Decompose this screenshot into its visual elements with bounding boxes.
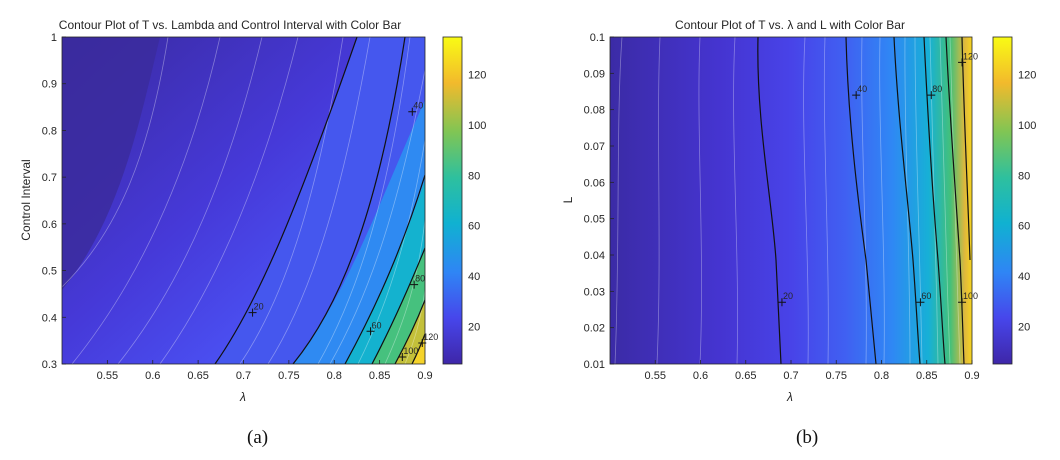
contour-label: 80 — [932, 84, 942, 94]
y-tick-label: 0.06 — [584, 177, 605, 189]
x-tick-label: 0.65 — [735, 370, 756, 382]
contour-label-marker — [410, 280, 419, 289]
y-tick-label: 0.04 — [584, 250, 605, 262]
contour-label: 60 — [921, 291, 931, 301]
contour-label: 120 — [963, 51, 978, 61]
colorbar-tick-label: 40 — [1018, 271, 1030, 283]
contour-label-marker — [366, 327, 375, 336]
caption-a: (a) — [247, 427, 269, 448]
x-axis-label-b: λ — [786, 390, 793, 404]
contour-fill-a — [62, 37, 425, 364]
x-tick-label: 0.9 — [417, 370, 432, 382]
contour-label-marker — [927, 91, 936, 100]
x-tick-label: 0.8 — [874, 370, 889, 382]
colorbar-tick-label: 20 — [468, 321, 480, 333]
contour-label-marker — [408, 107, 417, 116]
contour-label-marker — [852, 91, 861, 100]
y-tick-label: 0.7 — [42, 172, 57, 184]
contour-label: 40 — [413, 101, 423, 111]
colorbar-tick-label: 80 — [1018, 170, 1030, 182]
y-tick-label: 0.6 — [42, 219, 57, 231]
x-tick-label: 0.55 — [97, 370, 118, 382]
y-tick-label: 0.8 — [42, 125, 57, 137]
contour-label: 80 — [415, 274, 425, 284]
caption-b: (b) — [796, 427, 819, 448]
y-axis-label-a: Control Interval — [19, 159, 33, 240]
x-tick-label: 0.9 — [964, 370, 979, 382]
x-tick-label: 0.75 — [278, 370, 299, 382]
x-tick-label: 0.55 — [645, 370, 666, 382]
chart-title-b: Contour Plot of T vs. λ and L with Color… — [675, 18, 905, 32]
colorbar-tick-label: 60 — [1018, 221, 1030, 233]
colorbar-a — [442, 36, 463, 365]
colorbar-tick-label: 100 — [1018, 120, 1036, 132]
x-tick-label: 0.6 — [145, 370, 160, 382]
contour-label-marker — [958, 58, 967, 67]
colorbar-tick-label: 120 — [468, 70, 486, 82]
colorbar-tick-label: 120 — [1018, 70, 1036, 82]
contour-label-marker — [418, 338, 427, 347]
y-tick-label: 0.05 — [584, 214, 605, 226]
y-axis-label-b: L — [561, 196, 575, 203]
colorbar-b — [992, 36, 1013, 365]
y-tick-label: 0.1 — [590, 32, 605, 44]
x-tick-label: 0.7 — [783, 370, 798, 382]
chart-title-a: Contour Plot of T vs. Lambda and Control… — [59, 18, 401, 32]
y-tick-label: 0.08 — [584, 105, 605, 117]
y-tick-label: 0.07 — [584, 141, 605, 153]
contour-label-marker — [248, 308, 257, 317]
x-tick-label: 0.7 — [236, 370, 251, 382]
colorbar-tick-label: 20 — [1018, 321, 1030, 333]
contour-fill-b — [610, 37, 972, 364]
x-tick-label: 0.85 — [369, 370, 390, 382]
y-tick-label: 1 — [51, 32, 57, 44]
contour-label: 20 — [254, 302, 264, 312]
x-tick-label: 0.75 — [826, 370, 847, 382]
y-tick-label: 0.3 — [42, 359, 57, 371]
contour-label: 100 — [963, 291, 978, 301]
x-tick-label: 0.6 — [693, 370, 708, 382]
y-tick-label: 0.02 — [584, 323, 605, 335]
y-tick-label: 0.01 — [584, 359, 605, 371]
y-tick-label: 0.4 — [42, 312, 57, 324]
contour-label: 60 — [372, 320, 382, 330]
x-axis-label-a: λ — [239, 390, 246, 404]
panel-a: 0.55 0.6 0.65 0.7 0.75 0.8 0.85 0.9 0.3 0.4 0.5 0.6… — [19, 18, 486, 404]
contour-label: 40 — [857, 84, 867, 94]
colorbar-tick-label: 100 — [468, 120, 486, 132]
y-tick-label: 0.5 — [42, 266, 57, 278]
contour-label-marker — [777, 298, 786, 307]
y-tick-label: 0.09 — [584, 68, 605, 80]
contour-label: 120 — [423, 332, 438, 342]
x-tick-label: 0.65 — [187, 370, 208, 382]
contour-label: 20 — [783, 291, 793, 301]
colorbar-tick-label: 80 — [468, 170, 480, 182]
colorbar-tick-label: 60 — [468, 221, 480, 233]
contour-label-marker — [916, 298, 925, 307]
contour-label: 100 — [403, 346, 418, 356]
colorbar-tick-label: 40 — [468, 271, 480, 283]
y-tick-label: 0.03 — [584, 286, 605, 298]
contour-label-marker — [398, 352, 407, 361]
panel-b: 0.55 0.6 0.65 0.7 0.75 0.8 0.85 0.9 0.01 0.02 0.03… — [561, 18, 1036, 404]
y-tick-label: 0.9 — [42, 79, 57, 91]
x-tick-label: 0.85 — [916, 370, 937, 382]
x-tick-label: 0.8 — [327, 370, 342, 382]
contour-label-marker — [958, 298, 967, 307]
